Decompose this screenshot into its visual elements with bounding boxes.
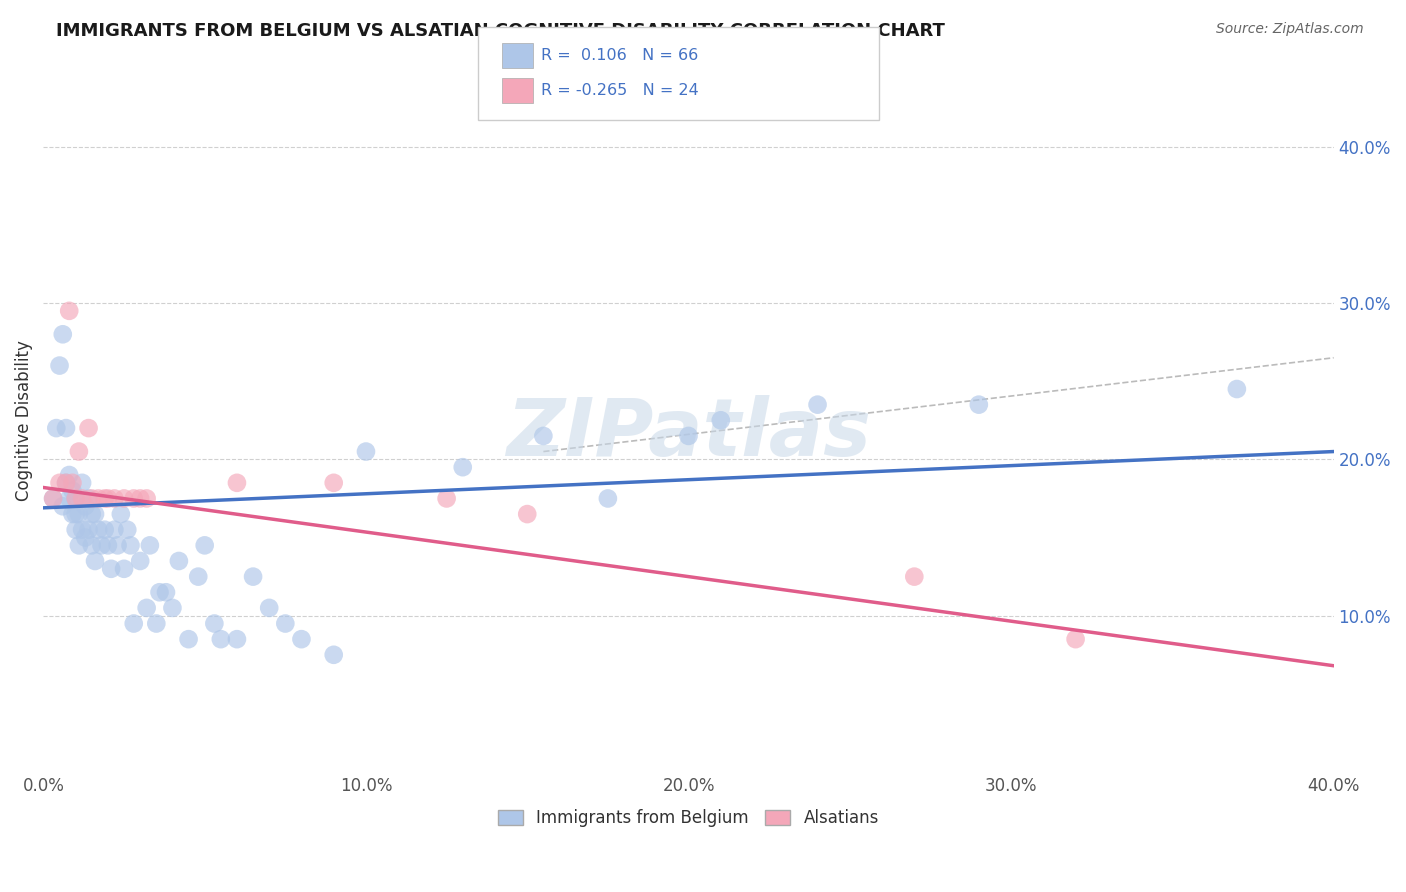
Point	[70, 491, 93, 506]
Point	[75, 531, 97, 545]
Point	[177, 632, 200, 647]
Point	[257, 600, 280, 615]
Point	[77, 421, 100, 435]
Point	[87, 523, 110, 537]
Point	[226, 475, 249, 490]
Point	[596, 491, 619, 506]
Point	[62, 483, 84, 498]
Point	[70, 523, 93, 537]
Point	[52, 327, 75, 342]
Point	[65, 491, 87, 506]
Text: ZIPatlas: ZIPatlas	[506, 395, 872, 474]
Point	[80, 538, 103, 552]
Point	[209, 632, 232, 647]
Point	[354, 444, 377, 458]
Text: Source: ZipAtlas.com: Source: ZipAtlas.com	[1216, 22, 1364, 37]
Point	[112, 491, 135, 506]
Point	[87, 491, 110, 506]
Point	[48, 359, 70, 373]
Point	[806, 398, 828, 412]
Point	[58, 303, 80, 318]
Point	[155, 585, 177, 599]
Point	[45, 421, 67, 435]
Legend: Immigrants from Belgium, Alsatians: Immigrants from Belgium, Alsatians	[491, 803, 886, 834]
Point	[67, 507, 90, 521]
Point	[42, 491, 65, 506]
Point	[129, 491, 152, 506]
Point	[1226, 382, 1249, 396]
Point	[107, 538, 129, 552]
Point	[75, 500, 97, 514]
Point	[135, 600, 157, 615]
Point	[97, 491, 120, 506]
Text: IMMIGRANTS FROM BELGIUM VS ALSATIAN COGNITIVE DISABILITY CORRELATION CHART: IMMIGRANTS FROM BELGIUM VS ALSATIAN COGN…	[56, 22, 945, 40]
Point	[62, 475, 84, 490]
Point	[903, 569, 925, 583]
Point	[322, 475, 344, 490]
Point	[90, 538, 112, 552]
Point	[167, 554, 190, 568]
Point	[242, 569, 264, 583]
Point	[290, 632, 312, 647]
Point	[84, 507, 107, 521]
Point	[162, 600, 184, 615]
Point	[77, 491, 100, 506]
Point	[70, 475, 93, 490]
Point	[117, 523, 139, 537]
Text: R = -0.265   N = 24: R = -0.265 N = 24	[541, 84, 699, 98]
Point	[451, 460, 474, 475]
Point	[93, 523, 115, 537]
Point	[274, 616, 297, 631]
Point	[42, 491, 65, 506]
Point	[97, 538, 120, 552]
Point	[77, 523, 100, 537]
Point	[1064, 632, 1087, 647]
Point	[322, 648, 344, 662]
Point	[55, 475, 77, 490]
Point	[148, 585, 170, 599]
Point	[120, 538, 142, 552]
Point	[55, 421, 77, 435]
Point	[145, 616, 167, 631]
Point	[65, 523, 87, 537]
Point	[139, 538, 162, 552]
Point	[100, 562, 122, 576]
Point	[55, 475, 77, 490]
Point	[58, 468, 80, 483]
Point	[52, 500, 75, 514]
Point	[226, 632, 249, 647]
Point	[67, 538, 90, 552]
Point	[65, 491, 87, 506]
Y-axis label: Cognitive Disability: Cognitive Disability	[15, 340, 32, 500]
Point	[110, 507, 132, 521]
Point	[103, 491, 125, 506]
Point	[202, 616, 225, 631]
Point	[531, 429, 554, 443]
Point	[80, 507, 103, 521]
Point	[80, 491, 103, 506]
Point	[48, 475, 70, 490]
Point	[93, 491, 115, 506]
Point	[122, 616, 145, 631]
Point	[678, 429, 700, 443]
Text: R =  0.106   N = 66: R = 0.106 N = 66	[541, 48, 699, 62]
Point	[122, 491, 145, 506]
Point	[135, 491, 157, 506]
Point	[967, 398, 990, 412]
Point	[710, 413, 733, 427]
Point	[67, 444, 90, 458]
Point	[129, 554, 152, 568]
Point	[516, 507, 538, 521]
Point	[103, 523, 125, 537]
Point	[436, 491, 458, 506]
Point	[62, 507, 84, 521]
Point	[58, 491, 80, 506]
Point	[65, 507, 87, 521]
Point	[112, 562, 135, 576]
Point	[187, 569, 209, 583]
Point	[194, 538, 217, 552]
Point	[84, 554, 107, 568]
